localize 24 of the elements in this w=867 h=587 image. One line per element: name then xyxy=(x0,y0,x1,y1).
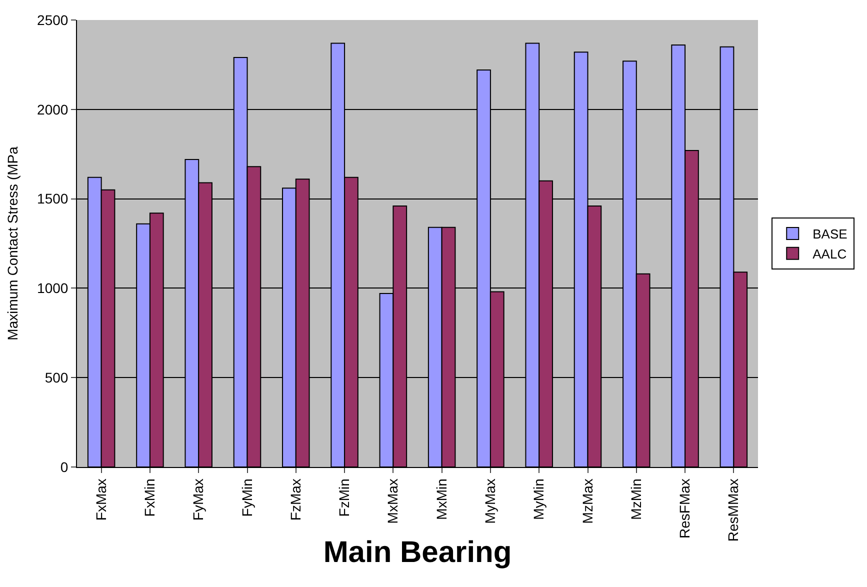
x-tick-label: ResMMax xyxy=(725,478,742,542)
y-tick-label: 2000 xyxy=(37,101,68,118)
legend-label: BASE xyxy=(812,226,848,242)
x-tick-label: MyMin xyxy=(530,478,547,520)
x-axis-title: Main Bearing xyxy=(323,536,512,570)
x-tick-label: MxMin xyxy=(433,478,450,520)
y-tick-label: 1500 xyxy=(37,190,68,207)
x-tick-label: MzMin xyxy=(628,478,644,520)
x-tick-label: FxMax xyxy=(92,478,109,521)
y-axis-title: Maximum Contact Stress (MPa xyxy=(4,146,21,340)
x-tick-label: FzMin xyxy=(336,478,352,517)
y-tick-label: 500 xyxy=(44,370,68,386)
y-tick-label: 1000 xyxy=(37,280,68,296)
y-tick-label: 0 xyxy=(60,458,68,475)
x-tick-label: MzMax xyxy=(579,478,596,524)
x-tick-label: MxMax xyxy=(384,478,401,524)
legend-label: AALC xyxy=(812,246,847,262)
x-tick-label: FyMin xyxy=(238,478,255,517)
x-tick-label: FxMin xyxy=(142,478,158,517)
x-tick-label: ResFMax xyxy=(676,478,693,539)
x-tick-label: FzMax xyxy=(287,478,304,521)
y-tick-label: 2500 xyxy=(37,12,68,28)
x-tick-label: MyMax xyxy=(482,478,498,524)
x-tick-label: FyMax xyxy=(190,478,206,521)
